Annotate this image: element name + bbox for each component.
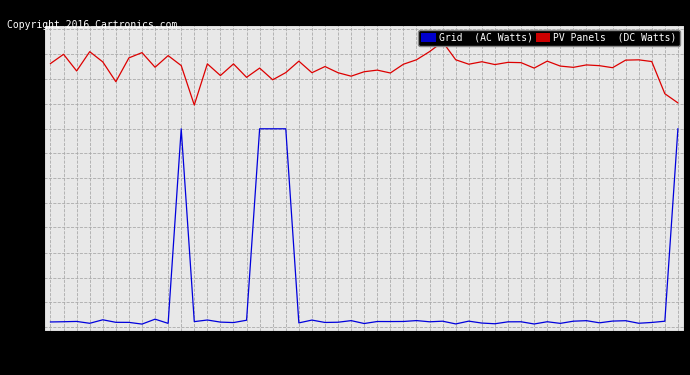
Text: Copyright 2016 Cartronics.com: Copyright 2016 Cartronics.com [7,20,177,30]
Legend: Grid  (AC Watts), PV Panels  (DC Watts): Grid (AC Watts), PV Panels (DC Watts) [418,30,680,46]
Title: Total PV Panel & Inverter Power Output Sat Dec 17 11:34: Total PV Panel & Inverter Power Output S… [65,6,663,24]
